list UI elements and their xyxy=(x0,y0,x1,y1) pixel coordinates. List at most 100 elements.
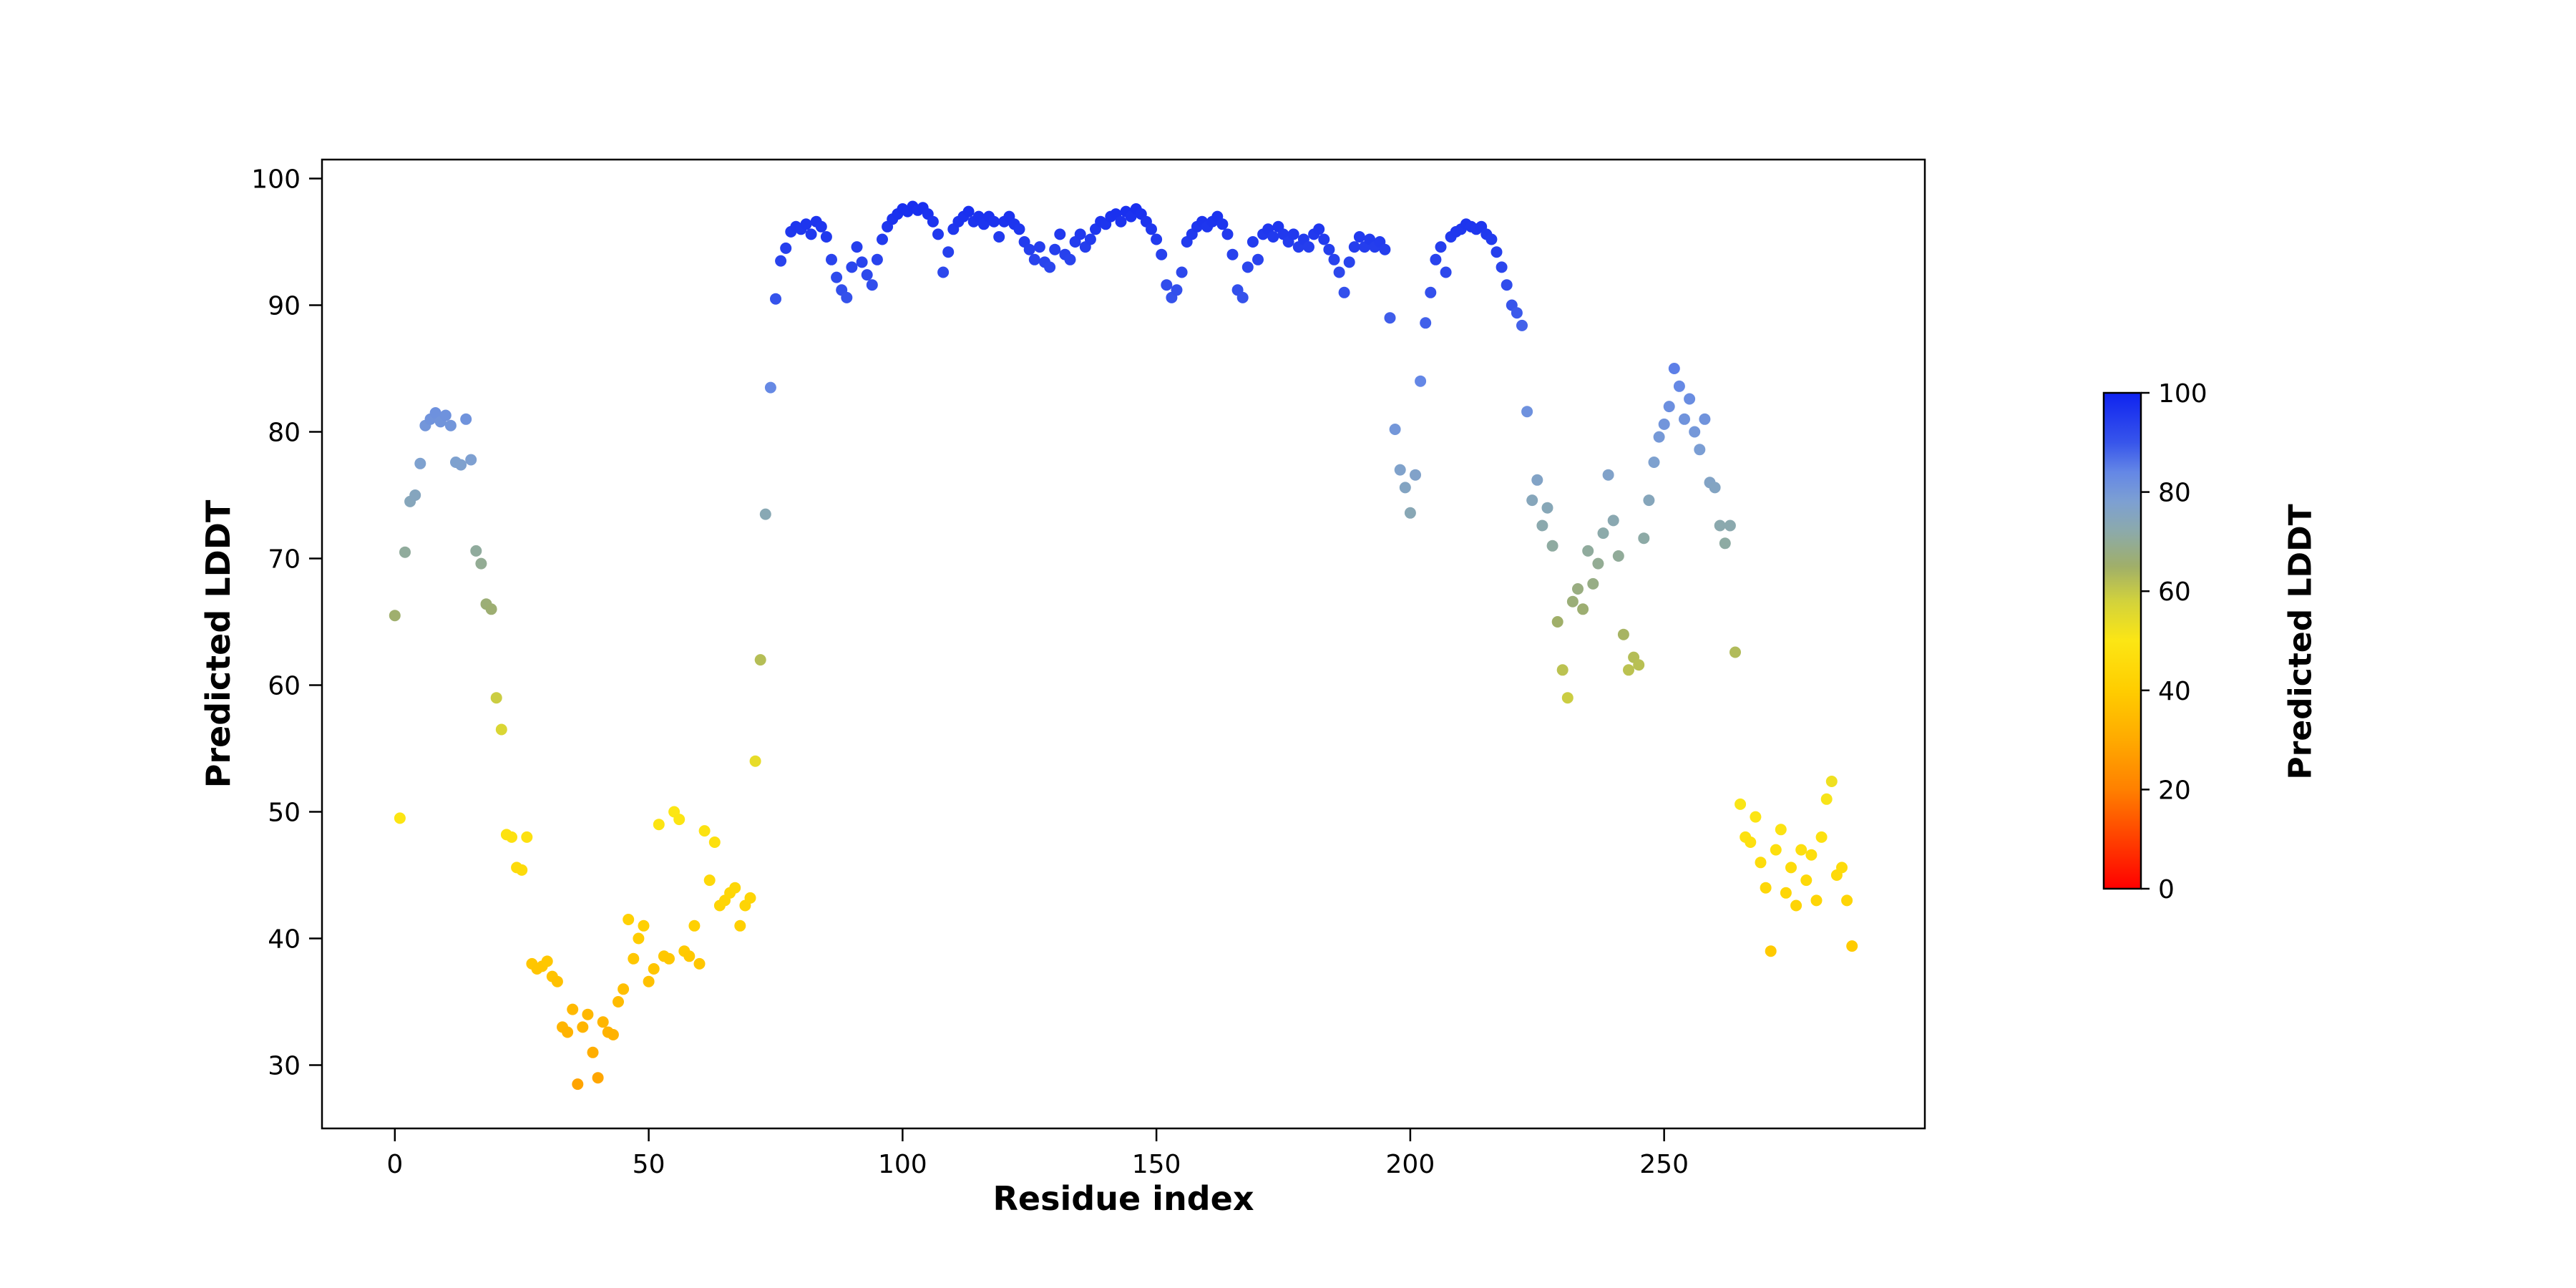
colorbar-tick-label: 80 xyxy=(2158,479,2191,508)
scatter-points xyxy=(389,200,1858,1091)
scatter-point xyxy=(698,825,711,837)
scatter-point xyxy=(1221,228,1234,240)
scatter-point xyxy=(846,261,858,273)
x-tick-label: 0 xyxy=(386,1150,403,1179)
scatter-point xyxy=(1216,218,1229,230)
colorbar-label: Predicted LDDT xyxy=(2282,504,2319,780)
scatter-point xyxy=(729,882,741,894)
scatter-point xyxy=(389,610,401,622)
scatter-point xyxy=(587,1046,599,1058)
scatter-point xyxy=(1044,261,1056,273)
scatter-point xyxy=(993,231,1005,243)
scatter-point xyxy=(1521,406,1533,418)
scatter-point xyxy=(1313,223,1325,235)
scatter-point xyxy=(693,957,706,970)
scatter-point xyxy=(851,241,863,253)
scatter-point xyxy=(1729,646,1741,658)
colorbar-tick-label: 0 xyxy=(2158,875,2175,904)
scatter-point xyxy=(856,256,868,268)
scatter-point xyxy=(1531,474,1543,486)
scatter-point xyxy=(1064,253,1076,265)
x-tick-label: 250 xyxy=(1639,1150,1689,1179)
scatter-point xyxy=(1389,424,1401,435)
scatter-point xyxy=(942,246,955,258)
scatter-point xyxy=(1161,279,1173,291)
scatter-point xyxy=(1151,233,1163,245)
scatter-point xyxy=(516,864,528,876)
y-tick-label: 30 xyxy=(268,1052,301,1081)
scatter-point xyxy=(708,836,721,848)
scatter-point xyxy=(1648,457,1660,468)
x-tick-label: 200 xyxy=(1386,1150,1435,1179)
scatter-point xyxy=(485,603,497,615)
scatter-point xyxy=(1755,857,1767,869)
scatter-point xyxy=(1013,223,1025,235)
scatter-point xyxy=(1241,261,1254,273)
scatter-point xyxy=(1679,413,1690,425)
scatter-point xyxy=(1805,849,1818,861)
scatter-point xyxy=(1551,616,1563,628)
scatter-point xyxy=(414,457,426,469)
colorbar-gradient xyxy=(2102,391,2142,890)
scatter-point xyxy=(653,819,665,831)
scatter-point xyxy=(1694,444,1706,456)
scatter-point xyxy=(754,654,766,666)
scatter-point xyxy=(1404,507,1416,519)
scatter-point xyxy=(1719,537,1731,550)
scatter-point xyxy=(607,1029,619,1040)
scatter-point xyxy=(475,557,487,570)
scatter-point xyxy=(1226,248,1239,260)
x-tick-label: 50 xyxy=(633,1150,665,1179)
scatter-point xyxy=(1714,519,1726,532)
scatter-point xyxy=(1267,231,1279,243)
scatter-point xyxy=(592,1072,604,1084)
scatter-point xyxy=(1592,557,1604,570)
scatter-point xyxy=(1328,253,1340,265)
scatter-point xyxy=(572,1078,584,1091)
scatter-point xyxy=(1770,844,1782,856)
scatter-point xyxy=(1115,215,1127,228)
scatter-point xyxy=(1252,253,1264,265)
scatter-point xyxy=(1084,233,1096,245)
scatter-point xyxy=(1785,862,1797,874)
scatter-point xyxy=(1760,882,1772,894)
scatter-point xyxy=(1658,418,1670,430)
y-axis-ticks: 30 40 50 60 70 80 90 100 xyxy=(251,165,322,1081)
scatter-point xyxy=(937,266,950,278)
scatter-point xyxy=(618,983,630,995)
scatter-point xyxy=(460,413,472,425)
scatter-point xyxy=(439,409,452,421)
scatter-point xyxy=(1556,664,1568,676)
scatter-point xyxy=(962,205,975,218)
scatter-point xyxy=(1343,256,1355,268)
scatter-point xyxy=(703,874,716,887)
scatter-point xyxy=(541,955,553,967)
colorbar-tick-label: 60 xyxy=(2158,577,2191,607)
scatter-point xyxy=(648,963,660,975)
scatter-point xyxy=(1846,940,1858,952)
scatter-point xyxy=(744,892,756,904)
scatter-point xyxy=(1566,595,1579,608)
scatter-point xyxy=(1790,899,1802,912)
scatter-point xyxy=(1420,317,1432,329)
scatter-point xyxy=(1384,312,1396,324)
scatter-point xyxy=(1836,862,1848,874)
scatter-point xyxy=(780,242,792,254)
scatter-point xyxy=(866,279,878,291)
y-tick-label: 40 xyxy=(268,925,301,955)
scatter-point xyxy=(633,932,645,945)
scatter-point xyxy=(1765,945,1777,957)
scatter-point xyxy=(506,831,517,843)
scatter-point xyxy=(465,454,477,466)
scatter-point xyxy=(1841,894,1853,907)
scatter-point xyxy=(759,508,771,520)
scatter-point xyxy=(841,291,853,303)
axis-frame xyxy=(321,158,1926,1130)
scatter-point xyxy=(1333,266,1345,278)
scatter-point xyxy=(1303,241,1314,253)
x-tick-label: 100 xyxy=(878,1150,927,1179)
scatter-point xyxy=(623,914,635,925)
scatter-point xyxy=(567,1003,579,1015)
